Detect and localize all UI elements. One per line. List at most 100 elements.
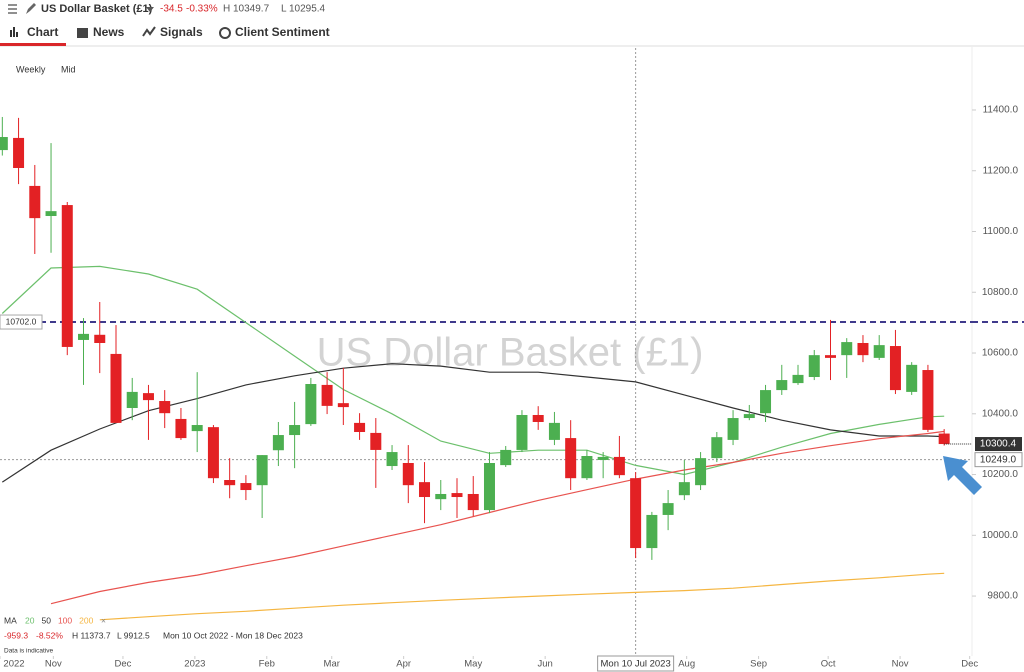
candle-body [483,462,495,511]
legend-close[interactable]: × [101,615,106,625]
header: US Dollar Basket (£1) -34.5 -0.33% H 103… [8,3,326,15]
candle-body [597,456,609,460]
y-tick-label: 11400.0 [983,105,1019,116]
tab[interactable]: News [93,25,125,39]
candle-body [94,334,106,343]
candle-body [500,449,512,466]
candle-body [808,355,820,378]
candle-body [337,403,349,408]
news-icon [77,28,88,38]
moving-average-line [99,572,945,621]
menu-icon[interactable] [8,4,17,14]
candle-body [711,437,723,459]
signals-icon [142,26,156,37]
price-change-pct: -0.33% [186,4,218,15]
candle-body [126,391,138,409]
axes: 9800.0 10000.0 10200.0 10400.0 10600.0 10800.… [0,105,1024,672]
candle-body [532,414,544,422]
candle-body [289,425,301,436]
chart-icon [10,27,18,37]
x-tick-label: Dec [114,659,131,670]
x-tick-label: Feb [259,659,275,670]
candle-body [630,478,642,549]
last-price-label: 10300.4 [980,439,1017,450]
crosshair-date-label: Mon 10 Jul 2023 [601,659,671,670]
candle-body [354,422,366,433]
summary-change-pct: -8.52% [36,630,63,640]
candle-body [516,414,528,450]
x-tick-label: Mar [324,659,340,670]
edit-icon[interactable] [26,3,36,14]
candle-body [451,493,463,498]
tab[interactable]: Client Sentiment [235,25,330,39]
instrument-title[interactable]: US Dollar Basket (£1) [41,3,153,15]
candle-body [110,353,122,423]
candle-body [0,137,8,151]
candle-body [419,482,431,498]
candle-body [873,345,885,358]
summary-change: -959.3 [4,630,28,640]
active-tab-indicator [0,43,66,46]
candle-body [402,462,414,486]
legend: MA × -959.3 -8.52% H 11373.7 L 9912.5 Mo… [4,615,303,654]
candle-body [78,333,90,340]
legend-title: MA [4,615,17,625]
candle-body [321,384,333,406]
candle-body [613,456,625,476]
candle-body [45,211,57,217]
x-tick-label: 2022 [3,659,24,670]
candle-body [695,458,707,486]
low: L 10295.4 [281,4,326,15]
candle-body [305,384,317,425]
candle-body [256,455,268,486]
candle-body [272,435,284,451]
price-basis[interactable]: Mid [61,64,76,74]
plot-area [0,48,972,655]
candle-body [61,205,73,347]
reference-label: 10702.0 [6,316,37,326]
moving-average-line [50,430,945,605]
candle-body [467,493,479,511]
candle-body [760,390,772,414]
tab[interactable]: Signals [160,25,203,39]
annotation-arrow [943,456,982,495]
x-tick-label: Dec [961,659,978,670]
candle-body [662,503,674,515]
y-tick-label: 11000.0 [983,226,1019,237]
x-tick-label: Sep [750,659,767,670]
candle-body [776,380,788,391]
y-tick-label: 10000.0 [982,530,1019,541]
last-price-box [975,437,1022,452]
candle-body [224,480,236,486]
sentiment-icon [219,27,231,39]
legend-entry[interactable]: 200 [79,615,93,625]
x-tick-label: 2023 [184,659,205,670]
candle-body [938,433,950,445]
candle-body [386,452,398,467]
candle-body [240,483,252,491]
crosshair-date-box [597,655,675,672]
candle-body [906,364,918,392]
candle-body [581,456,593,479]
crosshair-price-label: 10249.0 [980,454,1017,465]
y-tick-label: 10400.0 [982,408,1019,419]
y-tick-label: 10800.0 [982,287,1019,298]
tab[interactable]: Chart [27,25,58,39]
dropdown-caret[interactable] [146,7,154,12]
summary-low: L 9912.5 [117,630,150,640]
x-tick-label: Apr [396,659,411,670]
legend-entry[interactable]: 20 [25,615,35,625]
candle-body [13,137,25,169]
watermark: US Dollar Basket (£1) [317,331,704,375]
legend-entry[interactable]: 50 [41,615,51,625]
candle-body [727,418,739,440]
candle-body [548,422,560,440]
candle-body [175,418,187,439]
y-tick-label: 10600.0 [982,348,1019,359]
interval[interactable]: Weekly [16,64,46,74]
legend-entry[interactable]: 100 [58,615,72,625]
x-tick-label: Jun [537,659,552,670]
summary-range: Mon 10 Oct 2022 - Mon 18 Dec 2023 [163,630,303,640]
candle-body [824,355,836,358]
